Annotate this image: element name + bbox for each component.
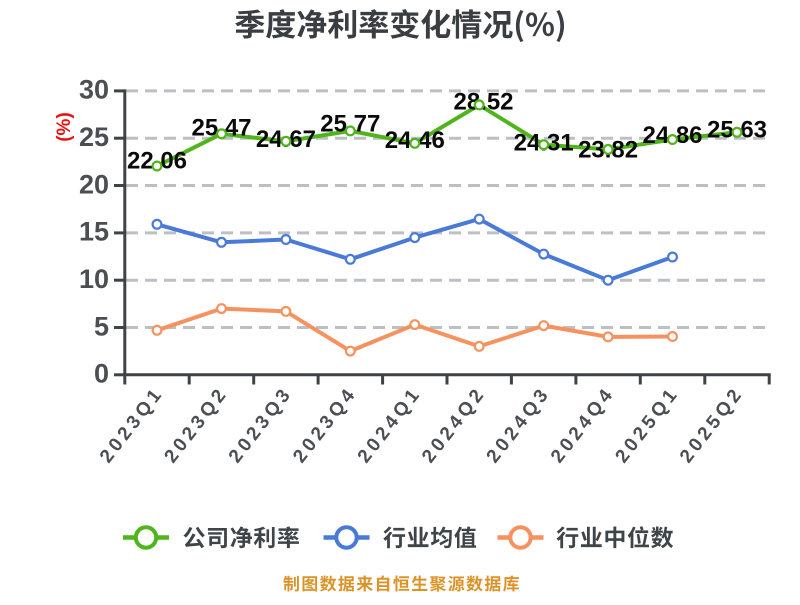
svg-text:(%): (%)	[54, 112, 75, 142]
svg-text:20: 20	[79, 169, 109, 199]
svg-text:0: 0	[94, 359, 109, 389]
svg-text:10: 10	[79, 264, 109, 294]
svg-text:5: 5	[94, 311, 109, 341]
svg-text:30: 30	[79, 75, 109, 105]
svg-text:15: 15	[79, 217, 109, 247]
svg-text:25: 25	[79, 122, 109, 152]
